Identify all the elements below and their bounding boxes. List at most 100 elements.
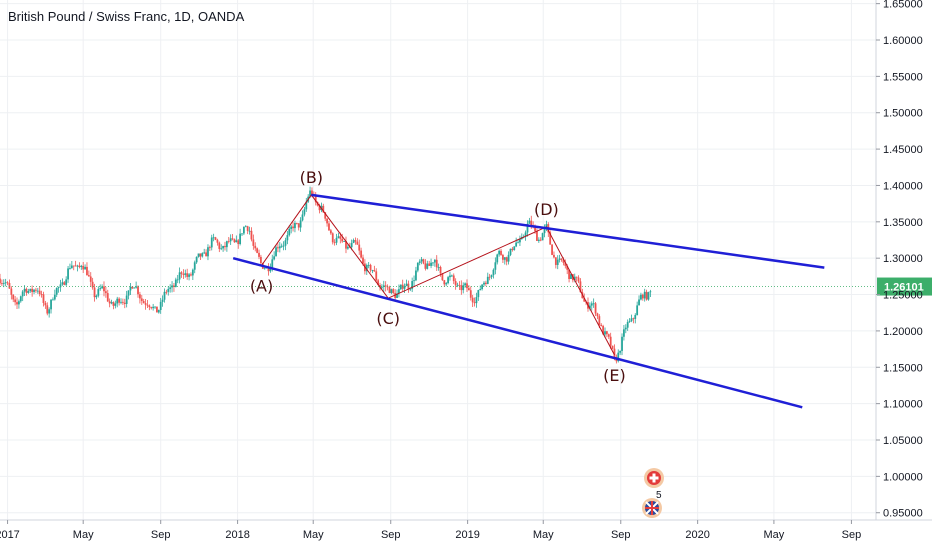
x-tick-label: 2019: [455, 529, 479, 541]
candle-body: [335, 237, 338, 243]
candle-body: [4, 282, 7, 284]
candle-body: [439, 267, 442, 274]
swiss-flag-icon[interactable]: [644, 468, 664, 488]
candle-body: [176, 279, 179, 281]
candle-body: [104, 291, 107, 294]
candle-body: [328, 223, 330, 231]
candle-body: [539, 239, 542, 241]
candle-body: [381, 286, 383, 288]
candle-body: [36, 290, 39, 292]
x-axis[interactable]: 2017 May Sep 2018 May Sep 2019 May Sep 2020 May Sep: [0, 520, 861, 541]
candle-body: [46, 305, 49, 314]
candle-body: [290, 226, 293, 229]
candle-body: [447, 277, 449, 284]
candle-body: [333, 242, 336, 244]
candle-body: [258, 252, 260, 257]
candle-body: [343, 241, 345, 242]
event-markers[interactable]: 5: [642, 468, 664, 518]
candle-body: [0, 283, 3, 285]
candle-body: [405, 283, 408, 287]
candle-body: [553, 254, 555, 258]
candle-body: [35, 289, 37, 291]
candle-body: [583, 298, 586, 302]
candle-body: [2, 282, 5, 284]
candle-body: [72, 265, 75, 267]
x-tick-label: 2020: [685, 529, 709, 541]
candle-body: [263, 268, 266, 270]
candle-body: [551, 244, 553, 255]
wave-labels: (A) (B) (C) (D) (E): [250, 168, 626, 385]
candle-body: [129, 286, 132, 291]
candle-body: [560, 258, 563, 260]
candle-body: [278, 246, 281, 249]
last-price-tag[interactable]: [877, 277, 932, 296]
candle-body: [84, 266, 86, 270]
candle-body: [271, 259, 274, 268]
y-tick-label: 1.45000: [883, 144, 923, 156]
candle-body: [133, 287, 136, 289]
candle-body: [630, 318, 633, 322]
y-axis[interactable]: 0.95000 1.00000 1.05000 1.10000 1.15000 1.200…: [876, 0, 923, 520]
y-tick-label: 1.20000: [883, 326, 923, 338]
candle-body: [369, 264, 372, 271]
candle-body: [161, 299, 164, 302]
candle-body: [467, 288, 470, 291]
grid: [0, 0, 876, 520]
candle-body: [295, 222, 298, 224]
candle-body: [184, 273, 187, 275]
candle-body: [329, 230, 332, 234]
event-count: 5: [656, 490, 662, 501]
candle-body: [432, 262, 434, 264]
candle-body: [611, 345, 614, 349]
y-tick-label: 1.15000: [883, 362, 923, 374]
trendline-upper[interactable]: [311, 193, 825, 269]
x-tick-label: Sep: [381, 529, 401, 541]
last-price-line-group: 1.26101: [0, 277, 932, 296]
candle-body: [477, 290, 480, 298]
candle-body: [543, 227, 546, 234]
uk-flag-icon[interactable]: [642, 498, 662, 518]
candle-body: [462, 285, 465, 291]
candle-body: [97, 289, 100, 296]
candle-body: [25, 288, 28, 293]
candle-body: [634, 315, 637, 319]
candle-body: [471, 297, 474, 303]
candle-body: [224, 245, 226, 248]
candle-body: [636, 305, 639, 316]
candle-body: [554, 257, 557, 265]
candle-body: [152, 306, 155, 309]
candle-body: [556, 259, 559, 265]
candle-body: [598, 316, 601, 325]
candle-body: [167, 288, 170, 292]
candle-body: [57, 287, 60, 289]
candle-body: [613, 348, 616, 358]
candle-body: [233, 239, 236, 243]
candle-body: [647, 292, 650, 300]
candle-body: [418, 261, 421, 263]
candle-body: [89, 276, 92, 282]
candle-body: [352, 240, 355, 244]
candle-body: [93, 287, 96, 298]
candle-body: [305, 201, 308, 210]
candle-body: [121, 301, 124, 303]
candle-body: [70, 265, 73, 269]
candle-body: [354, 240, 357, 242]
trendline-lower[interactable]: [232, 256, 803, 409]
candle-body: [137, 286, 139, 295]
candle-body: [577, 277, 580, 282]
candle-body: [541, 233, 544, 241]
candle-body: [140, 298, 143, 302]
candle-body: [311, 190, 313, 195]
candle-body: [16, 302, 18, 305]
x-tick-label: 2018: [225, 529, 249, 541]
candle-body: [78, 265, 81, 268]
candle-body: [435, 259, 438, 268]
candle-body: [481, 284, 484, 290]
candle-body: [454, 281, 457, 286]
candle-body: [12, 294, 15, 300]
candle-body: [116, 298, 119, 304]
candle-body: [528, 220, 531, 224]
candle-body: [424, 263, 427, 269]
candle-body: [479, 289, 482, 291]
